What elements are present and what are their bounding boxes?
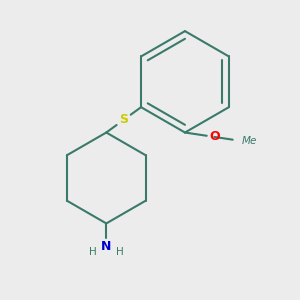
Text: S: S bbox=[119, 113, 128, 126]
Text: Me: Me bbox=[242, 136, 257, 146]
Text: N: N bbox=[101, 240, 112, 253]
Text: H: H bbox=[89, 248, 97, 257]
Text: O: O bbox=[209, 130, 220, 143]
Text: H: H bbox=[116, 248, 124, 257]
